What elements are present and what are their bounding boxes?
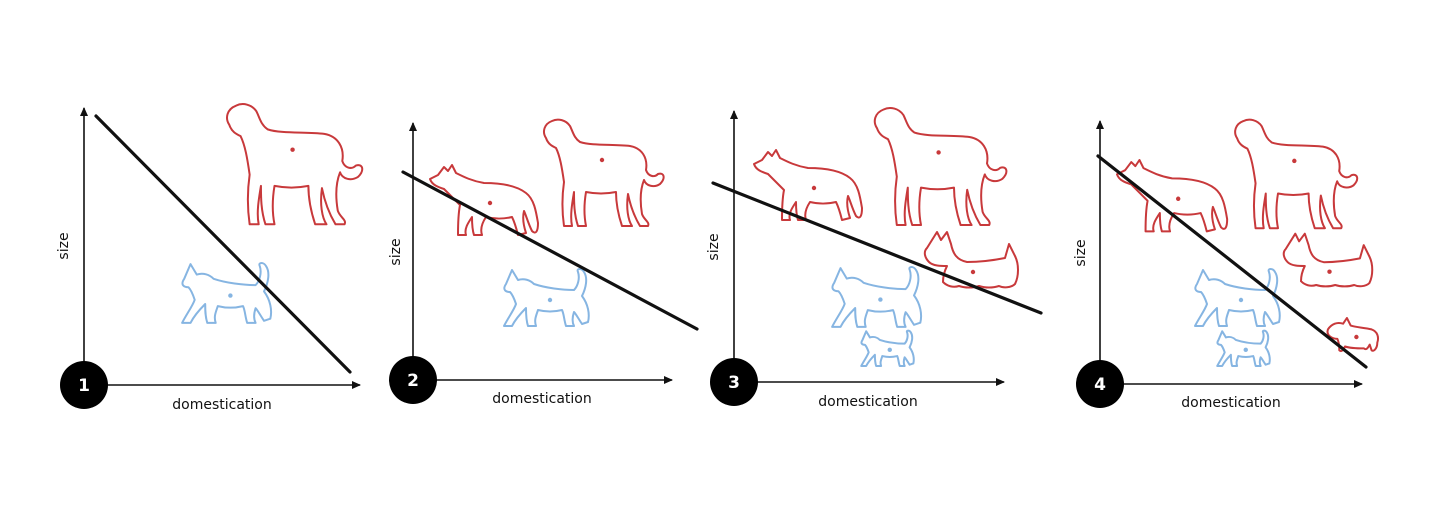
terrier-dog-icon [1282,232,1374,288]
small-cat-icon [860,329,915,367]
trend-line [711,181,1043,315]
panel-2: domestication size 2 [388,118,699,407]
x-axis-label: domestication [818,394,917,410]
saluki-dog-icon [873,106,1008,227]
saluki-dog-icon [543,118,665,227]
panel-4: domestication size 4 [1073,118,1380,411]
y-axis-label: size [56,232,72,259]
small-cat-icon [1216,329,1271,367]
x-axis-label: domestication [172,397,271,413]
x-axis-label: domestication [492,391,591,407]
small-dog-icon [1326,316,1380,353]
panel-3-animals [753,106,1019,367]
panel-number: 3 [728,373,740,393]
trend-line [401,170,699,331]
panel-1-animals [181,103,364,324]
panel-number: 4 [1094,375,1106,395]
cat-icon [831,266,923,328]
x-axis-label: domestication [1181,395,1280,411]
panel-number: 2 [407,371,419,391]
trend-line [94,114,352,374]
panel-number: 1 [78,376,90,396]
cat-icon [503,268,590,327]
wolf-icon [1116,159,1229,233]
panel-number-badge: 2 [389,356,437,404]
wolf-icon [429,164,539,236]
panel-number-badge: 1 [60,361,108,409]
y-axis-label: size [706,233,722,260]
panel-number-badge: 4 [1076,360,1124,408]
cat-icon [181,262,273,324]
panel-4-animals [1116,118,1380,367]
terrier-dog-icon [923,231,1019,289]
panel-2-animals [429,118,665,327]
y-axis-label: size [388,238,404,265]
panel-1: domestication size 1 [56,103,364,413]
wolf-icon [753,149,863,221]
saluki-dog-icon [1234,118,1359,230]
saluki-dog-icon [226,103,364,226]
cat-icon [1194,268,1281,327]
panel-number-badge: 3 [710,358,758,406]
y-axis-label: size [1073,239,1089,266]
panel-3: domestication size 3 [706,106,1043,410]
trend-line [1096,154,1368,369]
